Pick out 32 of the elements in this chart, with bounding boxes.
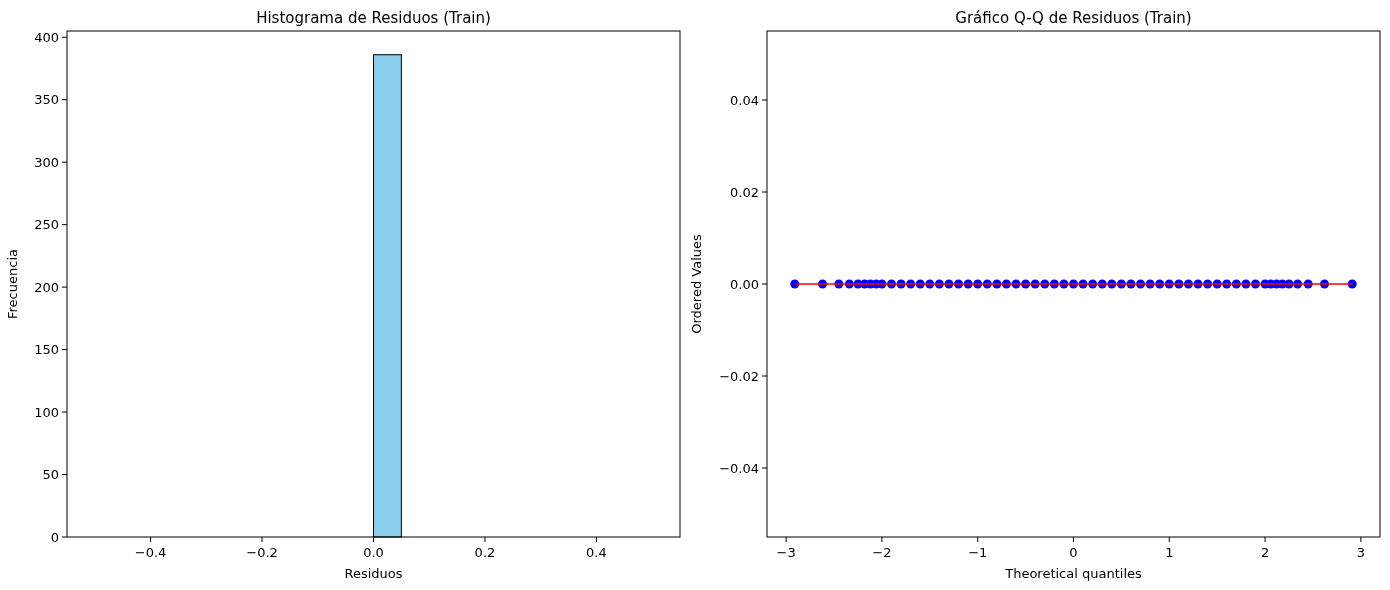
- x-tick-label: −0.2: [246, 545, 278, 560]
- y-tick-label: 350: [34, 92, 59, 108]
- y-tick-label: 0.00: [730, 276, 759, 292]
- y-tick-label: 0: [50, 529, 59, 545]
- y-tick-label: 100: [34, 404, 59, 420]
- x-axis-title: Theoretical quantiles: [1004, 566, 1142, 581]
- y-tick-label: 200: [34, 279, 59, 295]
- y-tick-label: 300: [34, 154, 59, 170]
- y-tick-label: 0.04: [730, 92, 759, 108]
- y-tick-label: 150: [34, 342, 59, 358]
- x-tick-label: −3: [776, 545, 796, 560]
- x-tick-label: −0.4: [134, 545, 167, 560]
- y-axis-title: Frecuencia: [5, 249, 20, 319]
- chart-title: Gráfico Q-Q de Residuos (Train): [955, 9, 1192, 27]
- y-tick-label: −0.04: [719, 460, 759, 476]
- x-tick-label: 0: [1069, 545, 1078, 560]
- x-tick-label: 3: [1356, 545, 1365, 560]
- x-tick-label: 0.2: [474, 545, 496, 560]
- x-tick-label: −2: [872, 545, 892, 560]
- x-tick-label: 0.0: [363, 545, 384, 560]
- y-tick-label: 250: [34, 217, 59, 233]
- y-tick-label: 50: [42, 467, 59, 483]
- chart-title: Histograma de Residuos (Train): [256, 9, 491, 27]
- y-tick-label: −0.02: [719, 368, 759, 384]
- x-tick-label: 1: [1165, 545, 1174, 560]
- x-tick-label: 0.4: [586, 545, 607, 560]
- y-tick-label: 400: [34, 29, 59, 45]
- x-axis-title: Residuos: [344, 566, 403, 581]
- x-tick-label: −1: [968, 545, 988, 560]
- y-tick-label: 0.02: [730, 184, 759, 200]
- y-axis-title: Ordered Values: [689, 234, 704, 334]
- x-tick-label: 2: [1260, 545, 1270, 560]
